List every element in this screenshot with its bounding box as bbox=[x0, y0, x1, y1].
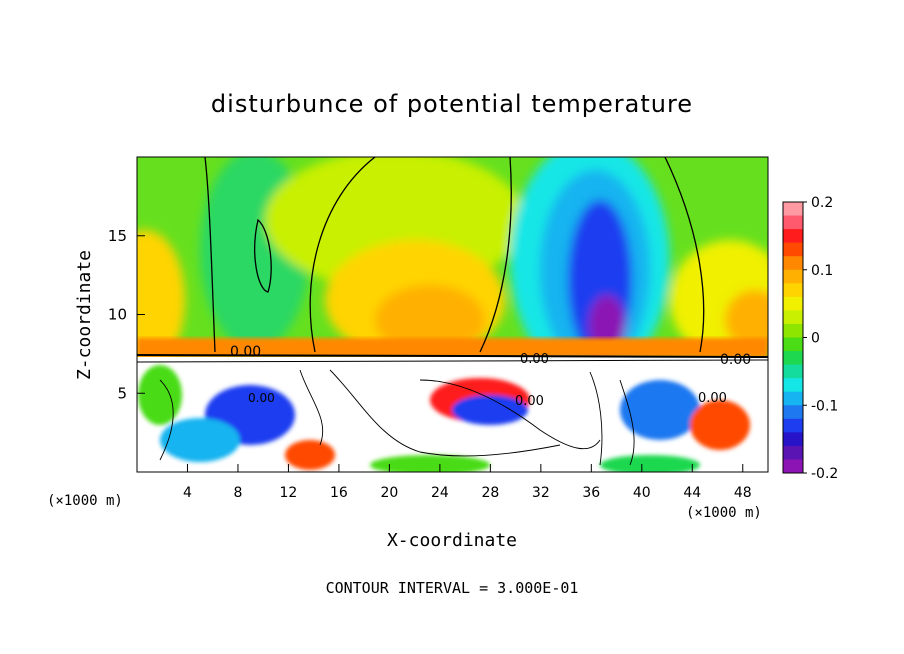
contour-label-6: 0.00 bbox=[248, 391, 275, 405]
zero-contour-1 bbox=[204, 157, 216, 353]
x-tick-label: 16 bbox=[330, 485, 348, 501]
x-tick-label: 24 bbox=[431, 485, 449, 501]
chart-title: disturbunce of potential temperature bbox=[211, 90, 693, 118]
zero-contours bbox=[137, 157, 768, 363]
colorbar-swatch bbox=[783, 459, 803, 474]
contour-label-3: 0.00 bbox=[720, 352, 751, 368]
colorbar-swatch bbox=[783, 283, 803, 298]
x-tick-label: 8 bbox=[233, 485, 242, 501]
x-tick-label: 40 bbox=[633, 485, 651, 501]
contour-label-4: 0.00 bbox=[515, 394, 544, 409]
lower-contour-5 bbox=[299, 369, 324, 446]
warm-blob-3 bbox=[690, 400, 750, 450]
colorbar-swatch bbox=[783, 351, 803, 366]
lower-contour-6 bbox=[619, 379, 635, 466]
y-axis-label: Z-coordinate bbox=[74, 250, 95, 380]
lower-contour-1 bbox=[329, 369, 561, 457]
colorbar-swatch bbox=[783, 405, 803, 420]
x-tick-label: 36 bbox=[582, 485, 600, 501]
colorbar-swatch bbox=[783, 269, 803, 284]
cold-blob-3 bbox=[620, 380, 700, 440]
colorbar-tick-label: 0 bbox=[811, 331, 820, 347]
colorbar-swatch bbox=[783, 418, 803, 433]
colorbar-swatch bbox=[783, 229, 803, 244]
colorbar-swatch bbox=[783, 378, 803, 393]
colorbar-tick-label: 0.1 bbox=[811, 263, 833, 279]
colorbar-tick-label: -0.1 bbox=[811, 398, 838, 414]
y-tick-label: 10 bbox=[108, 306, 127, 324]
colorbar-swatch bbox=[783, 202, 803, 217]
zero-contour-2 bbox=[309, 157, 376, 353]
cold-blob-1b bbox=[160, 418, 240, 462]
colorbar-tick-label: -0.2 bbox=[811, 466, 838, 482]
contour-label-2: 0.00 bbox=[520, 352, 549, 367]
x-tick-label: 28 bbox=[481, 485, 499, 501]
y-tick-label: 5 bbox=[117, 384, 127, 402]
x-tick-label: 32 bbox=[532, 485, 550, 501]
warm-ribbon bbox=[137, 338, 768, 358]
lower-contours bbox=[159, 369, 635, 466]
colorbar-swatch bbox=[783, 391, 803, 406]
x-tick-label: 48 bbox=[734, 485, 752, 501]
warm-blob-1 bbox=[285, 440, 335, 470]
zero-contour-3 bbox=[479, 157, 512, 353]
colorbar-swatch bbox=[783, 445, 803, 460]
x-tick-label: 4 bbox=[183, 485, 192, 501]
green-blob-1 bbox=[370, 455, 490, 472]
interface-contour bbox=[137, 354, 768, 358]
x-axis-label: X-coordinate bbox=[387, 530, 517, 551]
colorbar-swatch bbox=[783, 337, 803, 352]
zero-contour-island bbox=[254, 218, 272, 293]
cold-blob-2 bbox=[452, 395, 528, 425]
colorbar-swatch bbox=[783, 256, 803, 271]
colorbar-swatch bbox=[783, 296, 803, 311]
colorbar-swatch bbox=[783, 432, 803, 447]
footer-contour-interval: CONTOUR INTERVAL = 3.000E-01 bbox=[326, 579, 579, 597]
x-tick-label: 44 bbox=[683, 485, 701, 501]
colorbar-swatch bbox=[783, 310, 803, 325]
x-unit-right: (×1000 m) bbox=[686, 505, 762, 521]
colorbar-swatch bbox=[783, 242, 803, 257]
x-unit-left: (×1000 m) bbox=[47, 493, 123, 509]
interface-contour-2 bbox=[137, 359, 768, 363]
lower-contour-4 bbox=[159, 379, 174, 461]
green-blob-2 bbox=[600, 455, 700, 472]
lower-contour-2 bbox=[419, 379, 601, 450]
x-tick-label: 12 bbox=[280, 485, 298, 501]
lower-contour-3 bbox=[589, 371, 603, 466]
colorbar-tick-label: 0.2 bbox=[811, 195, 833, 211]
plot-area: 0.00 0.00 0.00 0.00 0.00 0.00 bbox=[137, 157, 768, 472]
x-tick-label: 20 bbox=[380, 485, 398, 501]
y-tick-label: 15 bbox=[108, 227, 127, 245]
colorbar-swatch bbox=[783, 364, 803, 379]
contour-label-1: 0.00 bbox=[230, 344, 261, 360]
colorbar-swatch bbox=[783, 323, 803, 338]
colorbar: 0.2 0.1 0 -0.1 -0.2 bbox=[782, 195, 838, 482]
warm-anomaly-right-core bbox=[725, 290, 768, 350]
y-axis: 5 10 15 bbox=[108, 227, 145, 402]
x-axis: 4 8 12 16 20 24 28 32 36 40 44 48 bbox=[183, 464, 752, 501]
zero-contour-4 bbox=[664, 157, 705, 353]
warm-anomaly-center-core bbox=[375, 285, 485, 355]
warm-anomaly-left bbox=[137, 230, 185, 370]
colorbar-swatch bbox=[783, 215, 803, 230]
contour-label-5: 0.00 bbox=[698, 391, 727, 406]
green-blob-3 bbox=[138, 365, 182, 425]
